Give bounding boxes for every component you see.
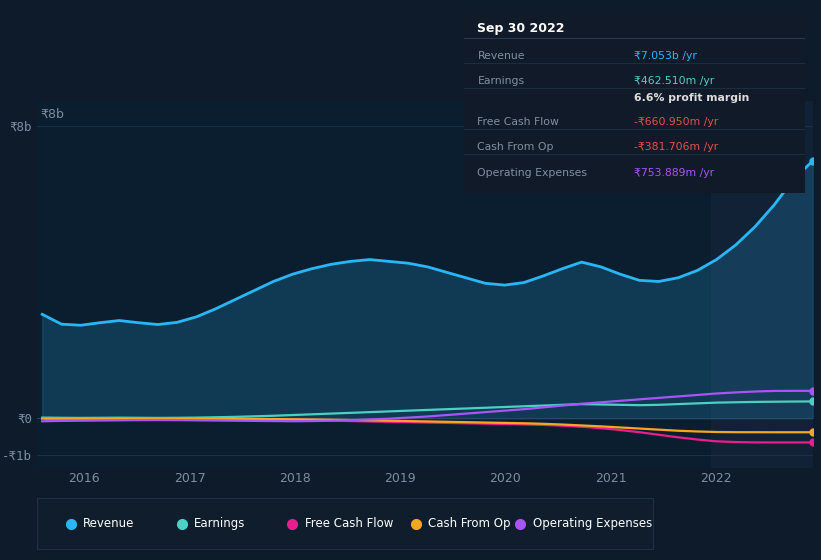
Text: ₹753.889m /yr: ₹753.889m /yr: [635, 168, 714, 178]
Text: Cash From Op: Cash From Op: [428, 517, 511, 530]
Bar: [711, 101, 821, 468]
Text: Free Cash Flow: Free Cash Flow: [305, 517, 393, 530]
Text: -₹381.706m /yr: -₹381.706m /yr: [635, 142, 718, 152]
Text: Sep 30 2022: Sep 30 2022: [478, 22, 565, 35]
Text: Revenue: Revenue: [83, 517, 135, 530]
Text: Operating Expenses: Operating Expenses: [533, 517, 652, 530]
Text: Free Cash Flow: Free Cash Flow: [478, 116, 559, 127]
Text: 6.6% profit margin: 6.6% profit margin: [635, 94, 750, 104]
Text: Earnings: Earnings: [194, 517, 245, 530]
Text: ₹8b: ₹8b: [40, 108, 64, 121]
Text: ₹462.510m /yr: ₹462.510m /yr: [635, 76, 714, 86]
Text: Cash From Op: Cash From Op: [478, 142, 554, 152]
Text: -₹660.950m /yr: -₹660.950m /yr: [635, 116, 718, 127]
Text: Operating Expenses: Operating Expenses: [478, 168, 588, 178]
Text: Revenue: Revenue: [478, 51, 525, 60]
Text: Earnings: Earnings: [478, 76, 525, 86]
Text: ₹7.053b /yr: ₹7.053b /yr: [635, 51, 697, 60]
